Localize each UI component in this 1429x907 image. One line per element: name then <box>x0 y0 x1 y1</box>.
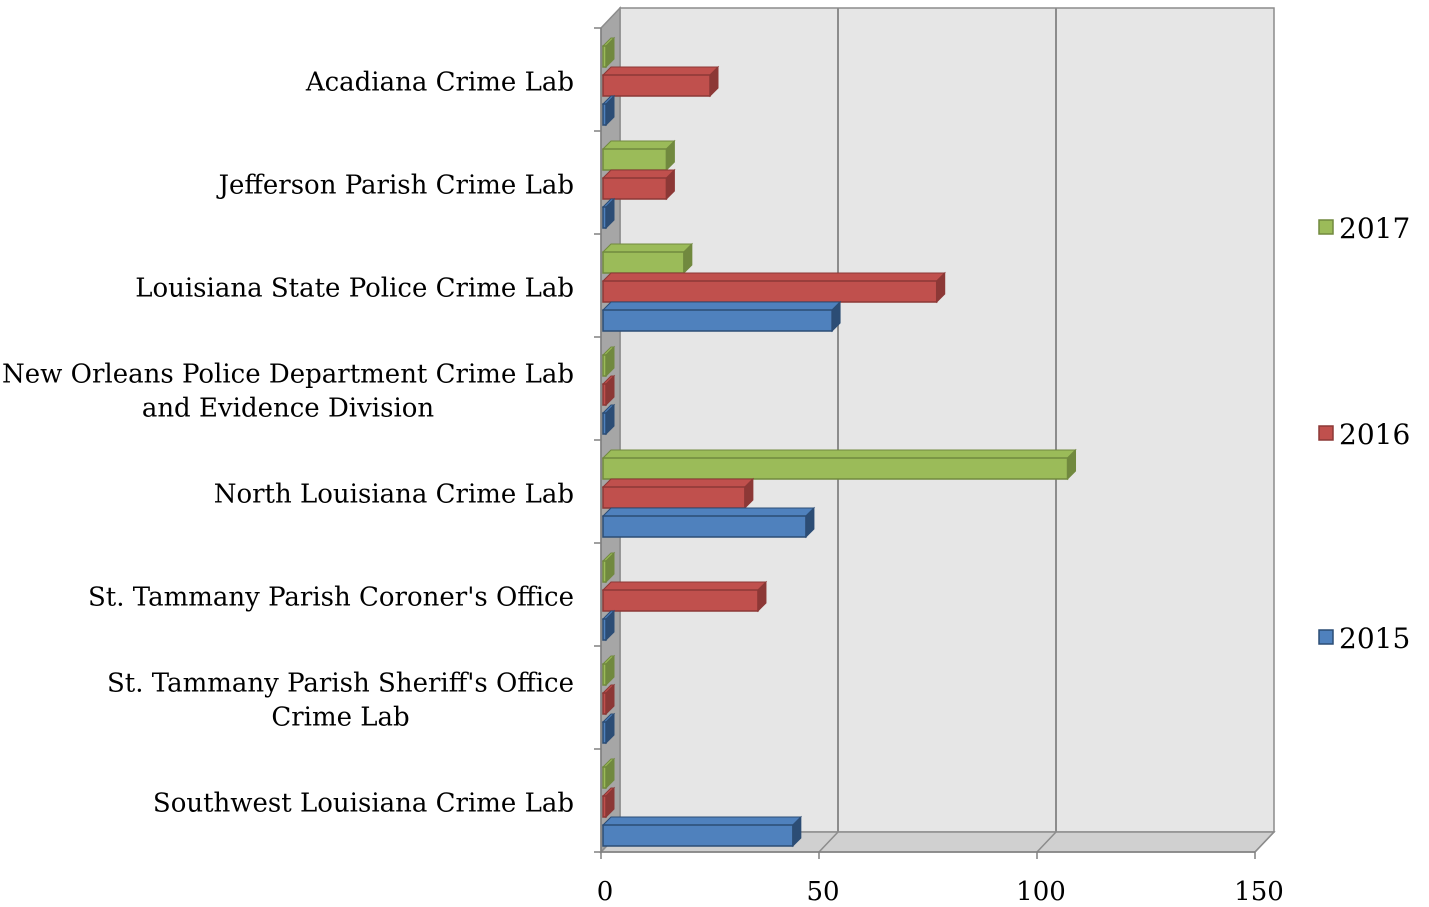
x-tick-label: 50 <box>806 877 839 907</box>
bar-top <box>601 581 768 591</box>
bar-face <box>602 74 711 97</box>
bar-2017-4 <box>601 448 1077 481</box>
x-tick-label: 150 <box>1234 877 1284 907</box>
x-tick-labels: 0 50 100 150 <box>597 877 1284 907</box>
bar-face <box>602 692 607 715</box>
bar-2017-5 <box>601 551 616 584</box>
bar-2016-4 <box>601 477 755 510</box>
bar-face <box>602 589 759 612</box>
bar-face <box>602 251 685 274</box>
bar-face <box>602 663 607 686</box>
bar-face <box>602 177 668 200</box>
bar-2017-2 <box>601 242 694 275</box>
bar-face <box>602 560 607 583</box>
bar-2015-2 <box>601 300 842 333</box>
bar-face <box>602 486 746 509</box>
bar-face <box>602 457 1069 480</box>
bar-face <box>602 354 607 377</box>
bar-top <box>601 507 816 517</box>
bar-2016-7 <box>601 786 616 819</box>
bar-face <box>602 795 607 818</box>
bar-face <box>602 824 794 847</box>
bar-2016-1 <box>601 168 676 201</box>
bar-face <box>602 206 607 229</box>
legend-swatch <box>1318 219 1334 235</box>
bar-face <box>602 148 668 171</box>
category-label: Southwest Louisiana Crime Lab <box>153 789 574 819</box>
bar-2015-1 <box>601 197 616 230</box>
category-label: St. Tammany Parish Coroner's Office <box>88 583 574 613</box>
bar-top <box>601 66 720 76</box>
bar-2017-1 <box>601 139 676 172</box>
floor-gridline <box>1036 831 1057 853</box>
bar-2016-6 <box>601 683 616 716</box>
back-wall <box>619 7 1275 833</box>
legend-label: 2016 <box>1339 418 1410 451</box>
category-labels: Acadiana Crime Lab Jefferson Parish Crime… <box>2 68 574 819</box>
bar-top <box>601 243 694 253</box>
bar-top <box>601 272 946 282</box>
category-label: Crime Lab <box>271 703 409 733</box>
axes <box>594 27 1256 859</box>
bar-2015-0 <box>601 94 616 127</box>
legend-label: 2015 <box>1339 622 1410 655</box>
x-tick-label: 0 <box>597 877 614 907</box>
bar-2016-2 <box>601 271 946 304</box>
bar-2015-3 <box>601 403 616 436</box>
category-label: North Louisiana Crime Lab <box>214 480 574 510</box>
bar-face <box>602 618 607 641</box>
bar-top <box>601 478 755 488</box>
legend-item-2016: 2016 <box>1318 418 1410 451</box>
bar-face <box>602 766 607 789</box>
category-label: Jefferson Parish Crime Lab <box>216 171 574 201</box>
bar-face <box>602 103 607 126</box>
bar-top <box>601 449 1077 459</box>
bar-2016-0 <box>601 65 720 98</box>
legend-item-2017: 2017 <box>1318 212 1410 245</box>
bar-face <box>602 280 938 303</box>
bar-2017-6 <box>601 654 616 687</box>
category-label: Louisiana State Police Crime Lab <box>135 274 574 304</box>
bar-2016-5 <box>601 580 768 613</box>
legend-label: 2017 <box>1339 212 1410 245</box>
bar-2015-4 <box>601 506 816 539</box>
bars <box>601 36 1077 848</box>
category-label: St. Tammany Parish Sheriff's Office <box>107 669 574 699</box>
bar-2017-7 <box>601 757 616 790</box>
bar-2015-6 <box>601 712 616 745</box>
bar-top <box>601 140 676 150</box>
bar-top <box>601 169 676 179</box>
legend-swatch <box>1318 425 1334 441</box>
legend-item-2015: 2015 <box>1318 622 1410 655</box>
bar-2016-3 <box>601 374 616 407</box>
bar-face <box>602 515 807 538</box>
bar-2015-5 <box>601 609 616 642</box>
category-label: and Evidence Division <box>142 394 435 424</box>
floor-gridline <box>818 831 839 853</box>
bar-top <box>601 816 803 826</box>
bar-2017-3 <box>601 345 616 378</box>
bar-face <box>602 309 833 332</box>
category-label: Acadiana Crime Lab <box>305 68 574 98</box>
bar-face <box>602 412 607 435</box>
bar-2017-0 <box>601 36 616 69</box>
gridlines <box>600 8 1275 853</box>
legend: 2017 2016 2015 <box>1318 212 1410 655</box>
bar-face <box>602 45 607 68</box>
bar-top <box>601 301 842 311</box>
floor-gridline <box>1254 831 1275 853</box>
bar-face <box>602 383 607 406</box>
x-tick-label: 100 <box>1016 877 1066 907</box>
legend-swatch <box>1318 629 1334 645</box>
bar-2015-7 <box>601 815 803 848</box>
category-label: New Orleans Police Department Crime Lab <box>2 360 574 390</box>
chart-walls <box>599 6 1276 854</box>
bar-face <box>602 721 607 744</box>
